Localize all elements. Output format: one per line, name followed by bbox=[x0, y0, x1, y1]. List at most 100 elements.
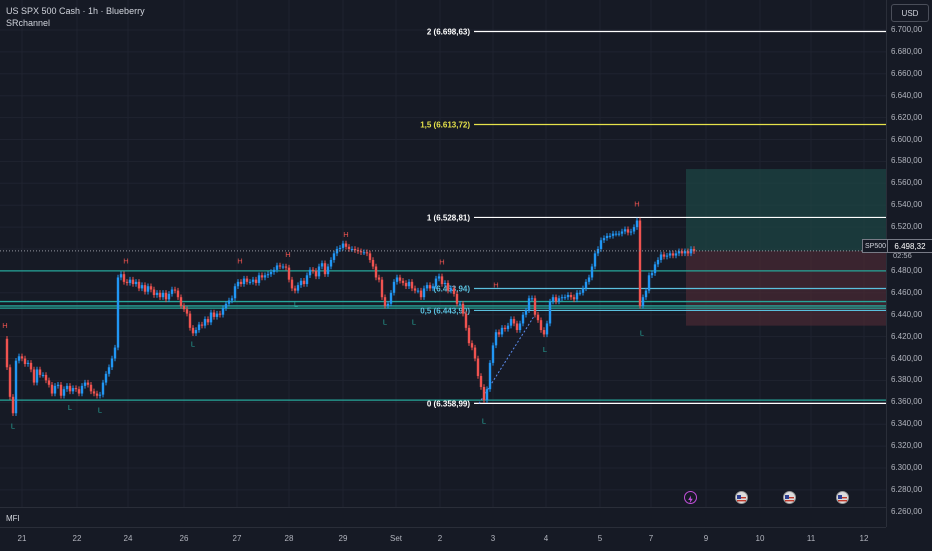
candle-body bbox=[560, 297, 564, 299]
candle-body bbox=[164, 292, 168, 300]
candle-body bbox=[23, 358, 27, 364]
candle-body bbox=[503, 327, 507, 329]
candle-body bbox=[563, 297, 567, 299]
price-tick-label: 6.360,00 bbox=[891, 397, 923, 407]
candle-body bbox=[152, 289, 156, 295]
candle-body bbox=[290, 279, 294, 289]
profit-zone bbox=[686, 169, 886, 251]
candle-body bbox=[437, 276, 441, 279]
indicator-label[interactable]: SRchannel bbox=[6, 18, 51, 28]
candle-body bbox=[68, 385, 72, 392]
time-tick-label: 4 bbox=[543, 534, 549, 543]
lightning-icon[interactable] bbox=[684, 491, 697, 504]
candle-body bbox=[20, 356, 24, 359]
candle-body bbox=[650, 273, 654, 276]
pivot-marker: H bbox=[634, 200, 639, 209]
candle-body bbox=[584, 281, 588, 289]
candle-body bbox=[110, 358, 114, 368]
candle-body bbox=[368, 253, 372, 260]
candle-body bbox=[323, 263, 327, 275]
pivot-marker: H bbox=[493, 281, 498, 290]
candle-body bbox=[569, 294, 573, 298]
price-chart[interactable]: 2 (6.698,63)1,5 (6.613,72)1 (6.528,81)(6… bbox=[0, 0, 886, 513]
candle-body bbox=[185, 309, 189, 314]
candle-body bbox=[539, 320, 543, 331]
mfi-pane[interactable]: MFI bbox=[0, 507, 886, 528]
candle-body bbox=[476, 358, 480, 377]
candle-body bbox=[5, 338, 9, 368]
time-tick-label: 22 bbox=[72, 534, 82, 543]
price-axis[interactable]: 6.700,00 6.680,00 6.660,00 6.640,00 6.620,00… bbox=[886, 0, 932, 527]
pivot-marker: L bbox=[383, 318, 387, 327]
fib-trend-line bbox=[478, 314, 536, 404]
candle-body bbox=[206, 319, 210, 323]
candle-body bbox=[680, 251, 684, 254]
time-tick-label: 11 bbox=[806, 534, 816, 543]
candle-body bbox=[620, 231, 624, 234]
candle-body bbox=[167, 293, 171, 300]
candle-body bbox=[590, 266, 594, 278]
candle-body bbox=[35, 369, 39, 383]
candle-body bbox=[179, 297, 183, 306]
candle-body bbox=[224, 303, 228, 309]
candle-body bbox=[404, 282, 408, 287]
price-tick-label: 6.580,00 bbox=[891, 156, 923, 166]
candle-body bbox=[587, 277, 591, 282]
candle-body bbox=[50, 384, 54, 394]
candle-body bbox=[536, 314, 540, 321]
candle-body bbox=[293, 288, 297, 291]
candle-body bbox=[134, 281, 138, 285]
candle-body bbox=[128, 279, 132, 283]
price-tick-label: 6.480,00 bbox=[891, 265, 923, 275]
chart-canvas[interactable]: 2 (6.698,63)1,5 (6.613,72)1 (6.528,81)(6… bbox=[0, 0, 886, 513]
candle-body bbox=[320, 263, 324, 267]
time-tick-label: 28 bbox=[284, 534, 294, 543]
candle-body bbox=[197, 324, 201, 331]
time-tick-label: 5 bbox=[597, 534, 603, 543]
candle-body bbox=[218, 313, 222, 315]
time-tick-label: 3 bbox=[490, 534, 496, 543]
candle-body bbox=[161, 292, 165, 298]
candle-body bbox=[242, 278, 246, 285]
candle-body bbox=[383, 297, 387, 306]
us-flag-icon[interactable] bbox=[836, 491, 849, 504]
price-tick-label: 6.560,00 bbox=[891, 178, 923, 188]
candle-body bbox=[455, 293, 459, 304]
candle-body bbox=[8, 367, 12, 397]
pivot-marker: L bbox=[640, 329, 644, 338]
candle-body bbox=[392, 281, 396, 293]
us-flag-icon[interactable] bbox=[735, 491, 748, 504]
currency-button[interactable]: USD bbox=[891, 4, 929, 22]
candle-body bbox=[683, 251, 687, 254]
candle-body bbox=[155, 292, 159, 295]
candle-body bbox=[344, 243, 348, 247]
candle-body bbox=[146, 286, 150, 292]
us-flag-icon[interactable] bbox=[783, 491, 796, 504]
candle-body bbox=[509, 319, 513, 326]
time-tick-label: 2 bbox=[437, 534, 443, 543]
candle-body bbox=[482, 386, 486, 401]
pivot-marker: H bbox=[123, 257, 128, 266]
price-tick-label: 6.340,00 bbox=[891, 419, 923, 429]
flag-glyph bbox=[838, 495, 847, 502]
candle-body bbox=[557, 298, 561, 302]
candle-body bbox=[332, 253, 336, 260]
candle-body bbox=[656, 259, 660, 265]
candle-body bbox=[467, 327, 471, 344]
price-tick-label: 6.620,00 bbox=[891, 112, 923, 122]
pivot-marker: H bbox=[237, 257, 242, 266]
price-tick-label: 6.280,00 bbox=[891, 484, 923, 494]
time-axis[interactable]: 21 22 24 26 27 28 29 Set 2 3 4 5 7 9 10 11 12 bbox=[0, 527, 886, 551]
candle-body bbox=[239, 281, 243, 285]
candle-body bbox=[647, 275, 651, 291]
price-tick-label: 6.680,00 bbox=[891, 46, 923, 56]
candle-body bbox=[653, 264, 657, 274]
candle-body bbox=[497, 332, 501, 335]
candle-body bbox=[575, 292, 579, 300]
candle-body bbox=[26, 362, 30, 364]
candle-body bbox=[14, 360, 18, 414]
candle-body bbox=[551, 297, 555, 302]
candle-body bbox=[233, 286, 237, 299]
candle-body bbox=[203, 319, 207, 326]
candle-body bbox=[62, 389, 66, 396]
